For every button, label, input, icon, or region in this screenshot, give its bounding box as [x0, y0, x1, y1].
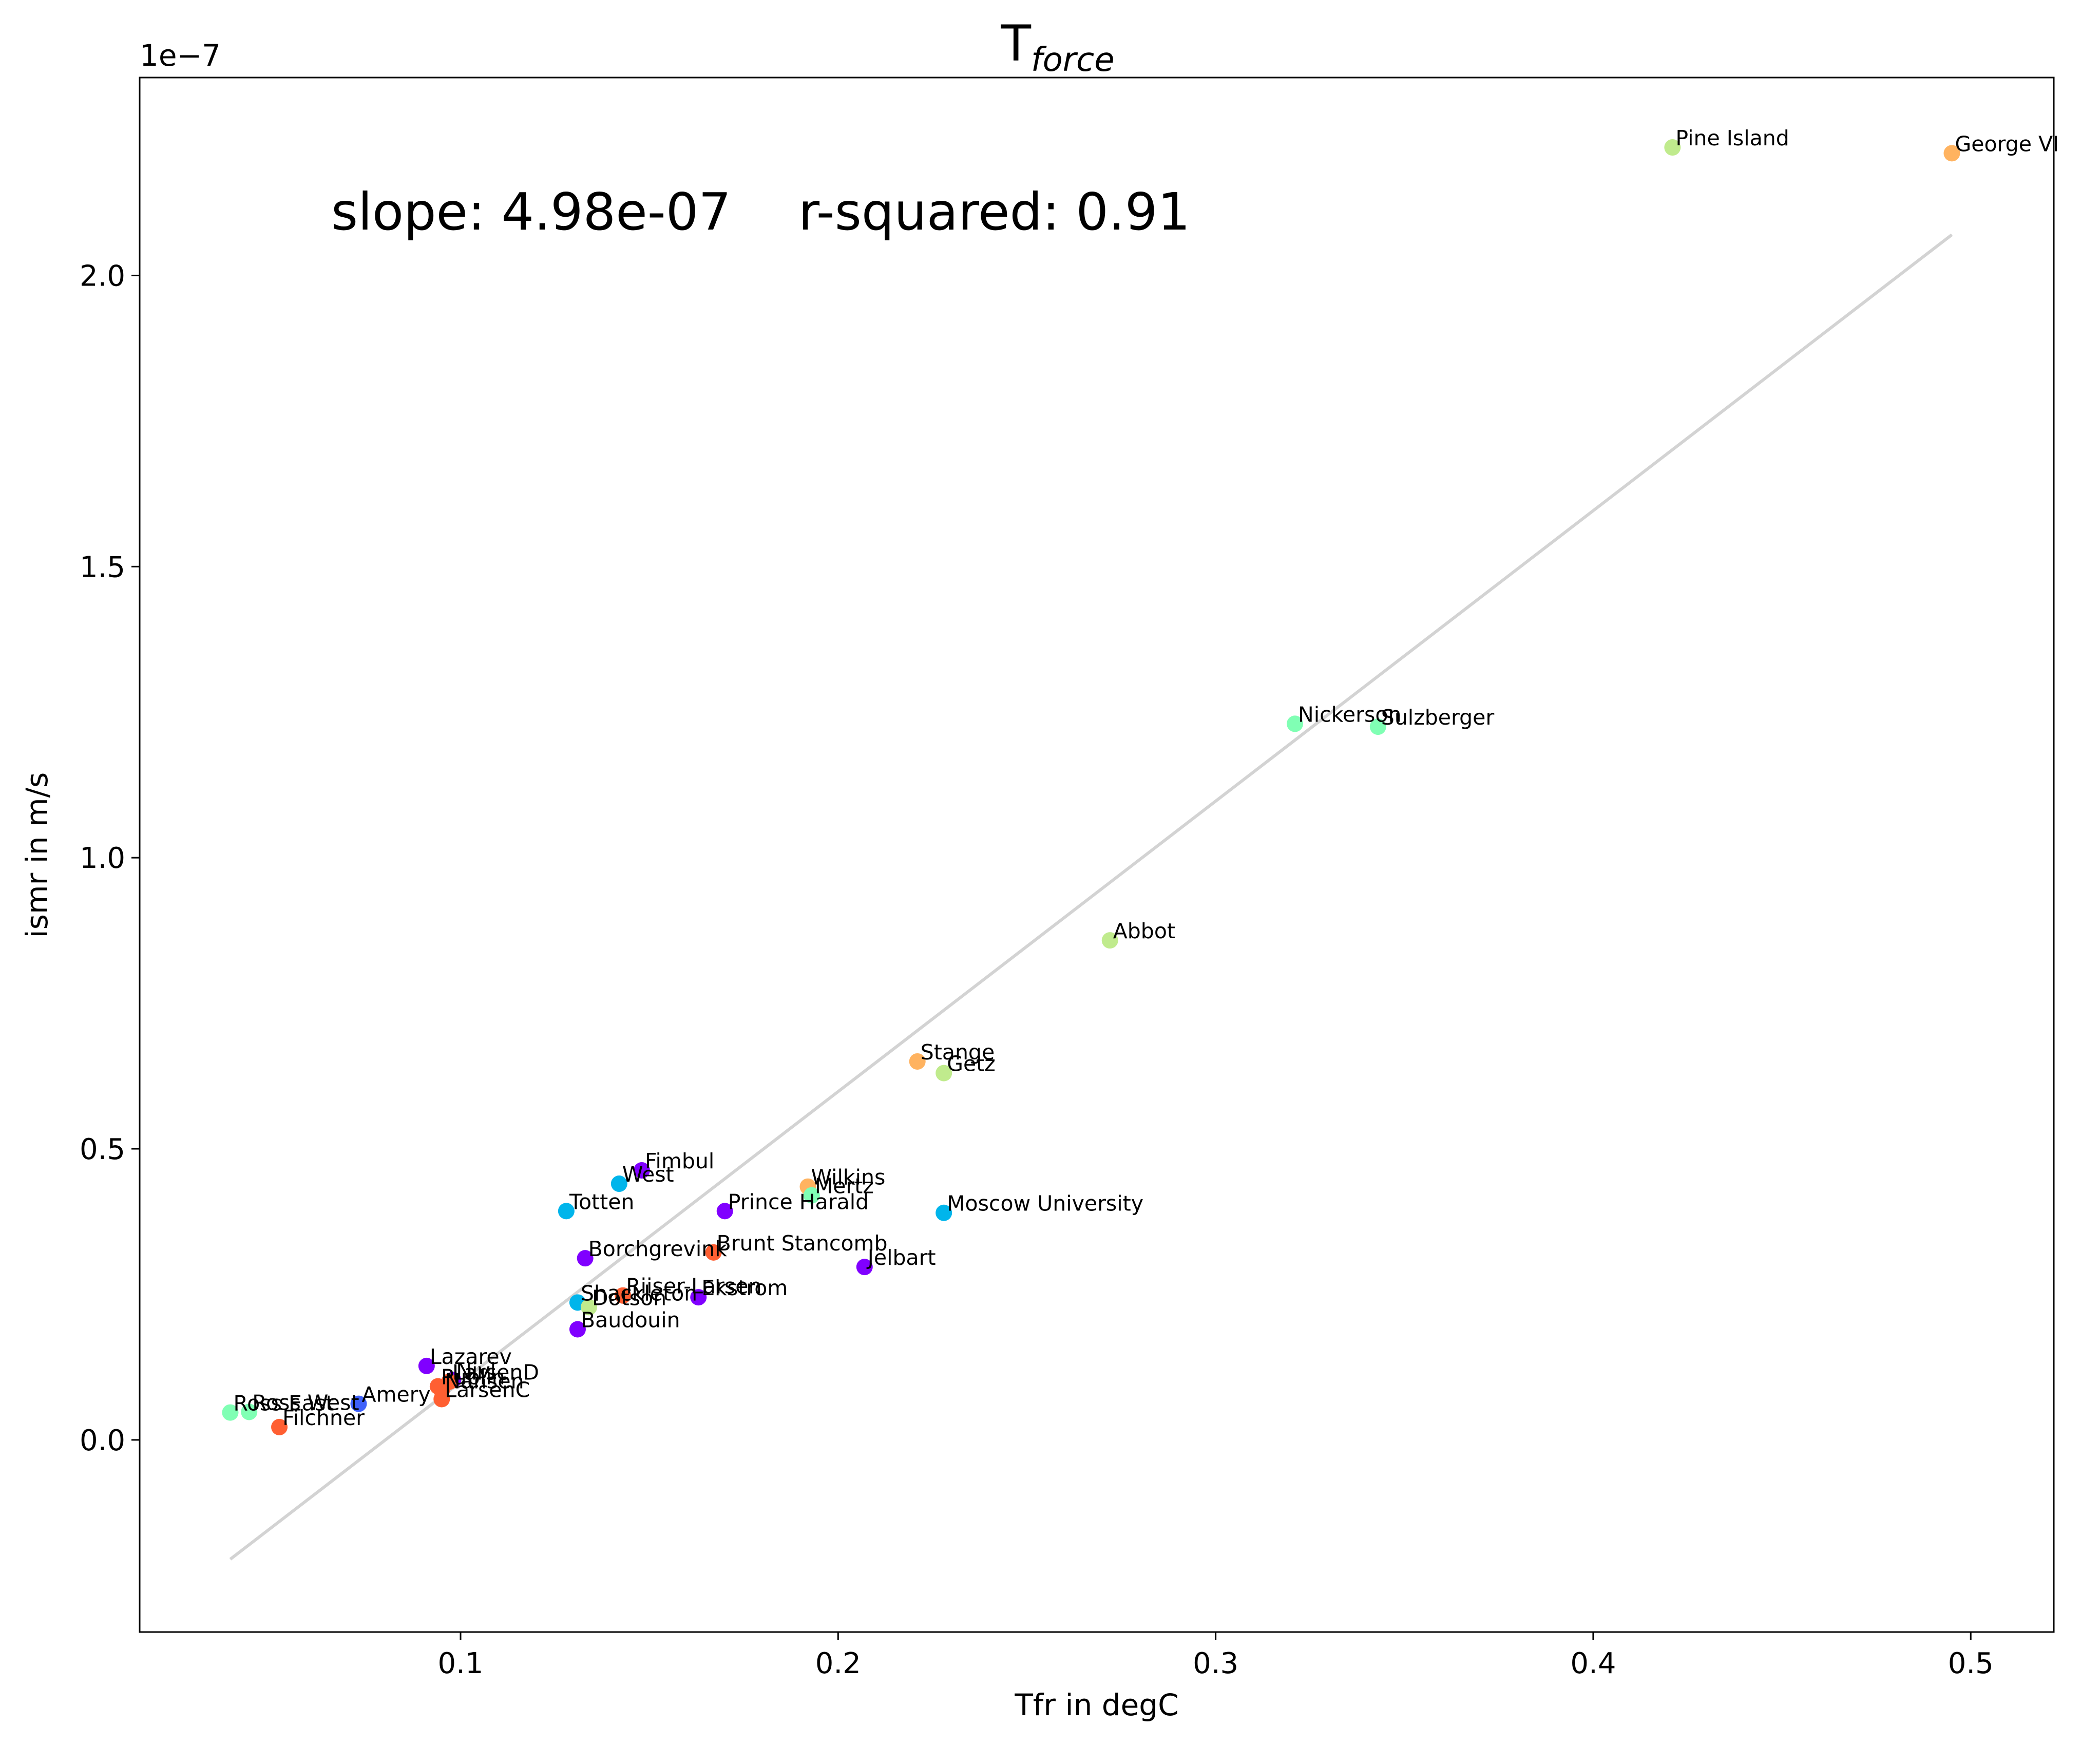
point-label-amery: Amery	[361, 1382, 430, 1407]
point-moscow-university	[936, 1204, 952, 1221]
point-ekstrom	[690, 1289, 707, 1306]
point-label-ekstrom: Ekstrom	[701, 1276, 788, 1300]
y-tick-label: 1.0	[80, 842, 125, 875]
points-layer	[222, 139, 1960, 1435]
x-tick-label: 0.5	[1948, 1647, 1994, 1680]
point-label-borchgrevink: Borchgrevink	[588, 1237, 728, 1261]
x-tick-label: 0.4	[1570, 1647, 1616, 1680]
y-tick-label: 2.0	[80, 259, 125, 293]
axes-frame	[139, 77, 2055, 1633]
point-label-pine-island: Pine Island	[1675, 126, 1789, 150]
point-label-moscow-university: Moscow University	[947, 1191, 1143, 1216]
x-tick-label: 0.1	[437, 1647, 483, 1680]
chart-title-subscript: force	[1031, 41, 1115, 79]
y-tick-label: 1.5	[80, 551, 125, 584]
point-label-nivl: Nivl	[456, 1358, 496, 1383]
x-axis-label: Tfr in degC	[1014, 1687, 1178, 1722]
point-baudouin	[569, 1321, 586, 1338]
point-label-baudouin: Baudouin	[581, 1307, 680, 1332]
point-label-ross-west: Ross West	[252, 1390, 359, 1415]
point-label-getz: Getz	[947, 1052, 996, 1076]
point-amery	[350, 1395, 367, 1412]
point-label-publin: Publin	[441, 1365, 505, 1390]
point-label-dotson: Dotson	[592, 1285, 666, 1310]
point-label-shackleton: Shackleton	[581, 1281, 697, 1305]
point-label-ross-east: Ross East	[233, 1391, 334, 1416]
point-label-brunt-stancomb: Brunt Stancomb	[717, 1231, 888, 1256]
r-squared-annotation: r-squared: 0.91	[798, 182, 1190, 242]
point-label-larsend: LarsenD	[452, 1360, 539, 1385]
point-sulzberger	[1369, 718, 1386, 735]
point-jelbart	[856, 1259, 873, 1276]
chart-title: Tforce	[1000, 15, 1114, 79]
point-label-george-vi: George VI	[1955, 131, 2059, 156]
point-label-fimbul: Fimbul	[645, 1149, 714, 1173]
y-tick-label: 0.0	[80, 1424, 125, 1457]
point-mertz	[803, 1187, 820, 1204]
point-label-totten: Totten	[569, 1189, 635, 1214]
point-pine-island	[1664, 139, 1681, 156]
point-label-stange: Stange	[921, 1040, 995, 1065]
point-abbot	[1101, 932, 1118, 949]
point-getz	[936, 1065, 952, 1082]
point-totten	[558, 1203, 575, 1220]
point-label-filchner: Filchner	[282, 1406, 365, 1430]
point-nickerson	[1287, 715, 1304, 732]
point-label-riiser-larsen: Riiser-Larsen	[626, 1274, 761, 1299]
point-label-prince-harald: Prince Harald	[728, 1189, 869, 1214]
x-ticks: 0.1 0.2 0.3 0.4 0.5	[437, 1632, 1994, 1680]
chart-title-main: T	[1000, 15, 1031, 72]
point-dotson	[581, 1299, 598, 1316]
slope-annotation: slope: 4.98e-07	[331, 182, 731, 242]
y-axis-label: ismr in m/s	[20, 772, 54, 938]
point-george-vi	[1943, 145, 1960, 162]
fit-line-layer	[229, 233, 1953, 1561]
point-borchgrevink	[577, 1250, 594, 1267]
x-tick-label: 0.3	[1193, 1647, 1238, 1680]
y-tick-label: 0.5	[80, 1133, 125, 1166]
point-label-nansen: Nansen	[445, 1369, 524, 1394]
point-label-wilkins: Wilkins	[811, 1165, 885, 1190]
point-larsenc	[433, 1391, 450, 1408]
point-label-abbot: Abbot	[1113, 919, 1175, 943]
regression-line	[229, 233, 1953, 1561]
point-filchner	[271, 1418, 288, 1435]
point-ross-east	[222, 1404, 239, 1421]
y-ticks: 0.0 0.5 1.0 1.5 2.0	[80, 259, 140, 1457]
point-label-west: West	[622, 1162, 674, 1187]
point-riiser-larsen	[615, 1287, 632, 1304]
point-west	[610, 1175, 627, 1192]
y-offset-label: 1e−7	[140, 38, 221, 73]
point-label-sulzberger: Sulzberger	[1381, 705, 1495, 730]
point-lazarev	[418, 1357, 435, 1374]
point-ross-west	[241, 1403, 258, 1420]
point-prince-harald	[716, 1203, 733, 1220]
point-label-larsenc: LarsenC	[445, 1378, 530, 1402]
point-stange	[909, 1053, 926, 1070]
x-tick-label: 0.2	[815, 1647, 861, 1680]
point-label-mertz: Mertz	[815, 1174, 874, 1199]
point-label-lazarev: Lazarev	[430, 1344, 512, 1369]
point-label-jelbart: Jelbart	[866, 1245, 936, 1270]
point-fimbul	[633, 1162, 650, 1179]
point-brunt-stancomb	[705, 1244, 722, 1261]
point-label-nickerson: Nickerson	[1298, 702, 1401, 727]
